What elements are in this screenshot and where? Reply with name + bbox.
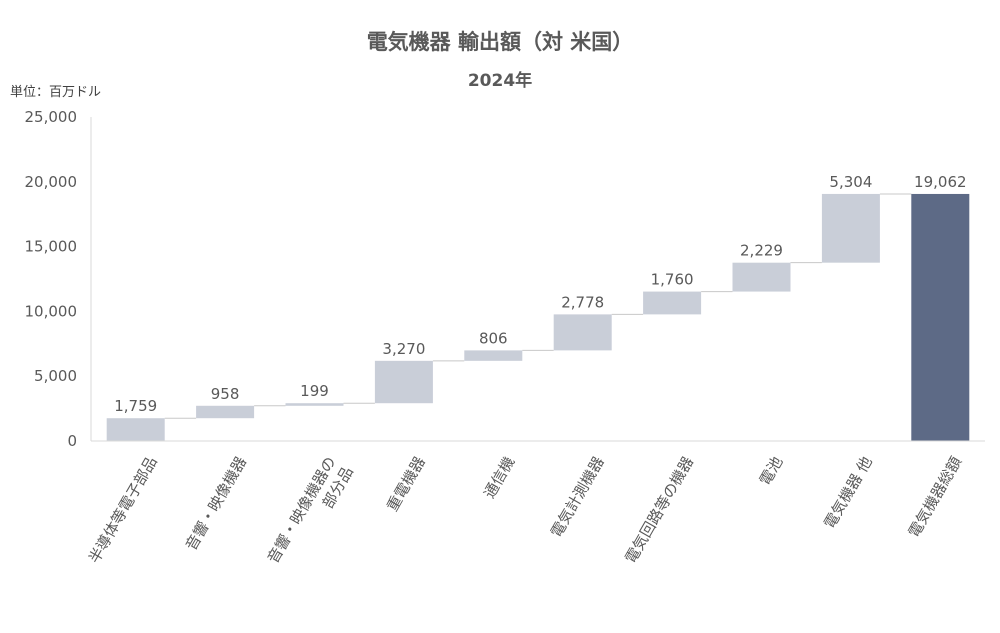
- increment-bar: [106, 418, 165, 441]
- data-label: 199: [300, 382, 329, 400]
- chart-subtitle: 2024年: [468, 70, 532, 91]
- y-tick-label: 20,000: [25, 173, 78, 191]
- increment-bar: [285, 403, 344, 406]
- data-label: 2,778: [561, 293, 604, 311]
- increment-bar: [643, 291, 702, 315]
- x-tick-label-line: 電池: [756, 454, 787, 489]
- x-tick-label: 電気計測機器: [547, 454, 608, 541]
- increment-bar: [464, 350, 523, 361]
- data-label: 2,229: [740, 242, 783, 260]
- y-tick-label: 0: [67, 432, 77, 450]
- x-tick-label: 重電機器: [383, 454, 429, 515]
- x-tick-label-line: 電気機器 他: [820, 454, 875, 532]
- data-label: 19,062: [914, 173, 967, 191]
- x-tick-label: 電気機器総額: [905, 454, 966, 541]
- x-tick-label-line: 音響・映像機器: [182, 454, 250, 554]
- x-tick-label-line: 通信機: [480, 454, 518, 502]
- y-tick-label: 10,000: [25, 302, 78, 320]
- increment-bar: [374, 360, 433, 404]
- increment-bar: [821, 193, 880, 263]
- x-tick-label: 電気機器 他: [820, 454, 875, 532]
- data-label: 1,760: [651, 271, 694, 289]
- unit-label: 単位：百万ドル: [10, 84, 101, 100]
- data-label: 3,270: [382, 340, 425, 358]
- data-label: 958: [211, 385, 240, 403]
- x-tick-label: 半導体等電子部品: [85, 454, 161, 567]
- x-tick-label-line: 重電機器: [383, 454, 429, 515]
- data-label: 806: [479, 329, 508, 347]
- data-labels: 1,759 958 199 3,270 806 2,778 1,760 2,229 5,304 1…: [114, 173, 966, 415]
- connector-lines: [164, 193, 912, 419]
- increment-bar: [553, 314, 612, 351]
- x-tick-label-line: 電気機器総額: [905, 454, 966, 541]
- x-tick-label-line: 音響・映像機器の: [264, 454, 340, 567]
- y-tick-label: 25,000: [25, 108, 78, 126]
- data-label: 1,759: [114, 397, 157, 415]
- chart-title: 電気機器 輸出額（対 米国）: [367, 30, 634, 54]
- x-tick-label: 電気回路等の機器: [621, 454, 697, 567]
- y-tick-label: 5,000: [34, 367, 77, 385]
- x-tick-label-line: 半導体等電子部品: [85, 454, 161, 567]
- x-tick-label: 通信機: [480, 454, 518, 502]
- increment-bar: [196, 405, 255, 419]
- x-tick-label-line: 電気回路等の機器: [621, 454, 697, 567]
- bars: [106, 193, 970, 441]
- y-tick-label: 15,000: [25, 238, 78, 256]
- increment-bar: [732, 262, 791, 292]
- y-axis: 0 5,000 10,000 15,000 20,000 25,000: [25, 108, 92, 450]
- x-tick-label: 音響・映像機器: [182, 454, 250, 554]
- total-bar: [911, 193, 970, 441]
- x-tick-label-line: 電気計測機器: [547, 454, 608, 541]
- x-tick-label: 電池: [756, 454, 787, 489]
- x-axis: 半導体等電子部品 音響・映像機器 音響・映像機器の部分品 重電機器 通信機 電気計測機器電…: [85, 440, 985, 567]
- data-label: 5,304: [829, 173, 872, 191]
